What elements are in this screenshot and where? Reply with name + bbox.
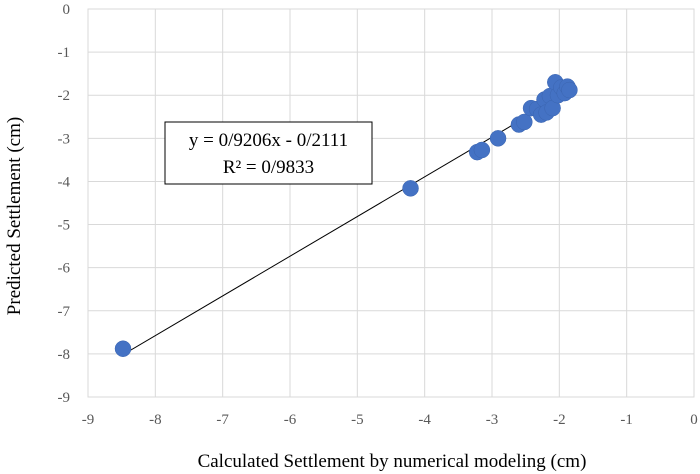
x-tick-label: -1 xyxy=(620,412,633,428)
y-tick-label: 0 xyxy=(63,2,71,18)
x-tick-label: -2 xyxy=(553,412,566,428)
data-points xyxy=(114,74,578,357)
data-point xyxy=(473,141,491,159)
y-tick-label: -4 xyxy=(58,174,71,190)
plot-area-border xyxy=(87,8,695,398)
data-point xyxy=(402,180,419,197)
x-axis-title: Calculated Settlement by numerical model… xyxy=(198,451,587,472)
equation-box: y = 0/9206x - 0/2111 R² = 0/9833 xyxy=(164,121,373,185)
y-axis-title: Predicted Settlement (cm) xyxy=(4,117,25,315)
x-tick-label: 0 xyxy=(690,412,698,428)
x-tick-label: -9 xyxy=(82,412,95,428)
y-tick-label: -5 xyxy=(58,218,71,234)
x-tick-label: -7 xyxy=(216,412,229,428)
trendline-equation: y = 0/9206x - 0/2111 xyxy=(189,130,348,151)
data-point xyxy=(114,340,132,357)
data-point xyxy=(516,113,533,131)
y-tick-label: -8 xyxy=(58,347,71,363)
x-axis-tick-labels: -9 -8 -7 -6 -5 -4 -3 -2 -1 0 xyxy=(82,412,698,428)
y-tick-label: -9 xyxy=(58,390,71,406)
data-point xyxy=(561,81,578,99)
y-tick-label: -6 xyxy=(58,261,71,277)
x-tick-label: -3 xyxy=(486,412,499,428)
x-tick-label: -4 xyxy=(418,412,431,428)
x-tick-label: -8 xyxy=(149,412,162,428)
equation-box-border xyxy=(164,121,373,185)
x-tick-label: -6 xyxy=(284,412,297,428)
y-tick-label: -7 xyxy=(58,304,71,320)
y-tick-label: -2 xyxy=(58,88,71,104)
x-tick-label: -5 xyxy=(351,412,364,428)
y-axis-tick-labels: 0 -1 -2 -3 -4 -5 -6 -7 -8 -9 xyxy=(58,2,71,406)
y-tick-label: -1 xyxy=(58,45,71,61)
grid-lines xyxy=(87,8,695,398)
data-point xyxy=(489,130,507,147)
r-squared-value: R² = 0/9833 xyxy=(223,157,314,178)
y-tick-label: -3 xyxy=(58,131,71,147)
